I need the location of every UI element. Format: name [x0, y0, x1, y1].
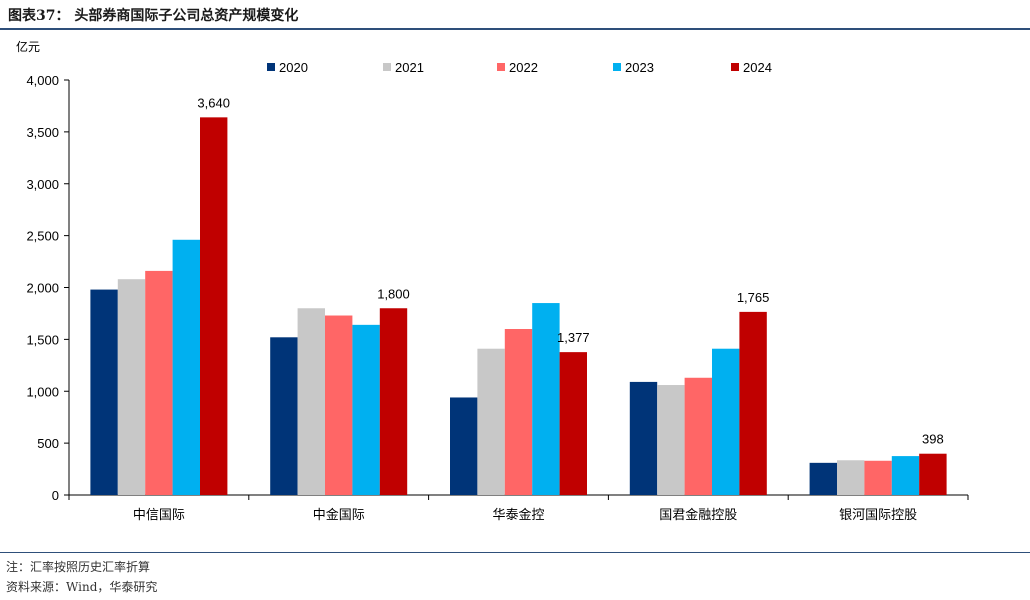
legend-label: 2024 — [743, 60, 772, 75]
bar-2022 — [504, 329, 533, 495]
figure-title: 图表37： 头部券商国际子公司总资产规模变化 — [8, 8, 299, 24]
data-label: 1,800 — [377, 286, 410, 301]
bar-2021 — [297, 308, 325, 495]
x-tick-label: 中信国际 — [133, 507, 185, 522]
legend-item-2020: 2020 — [267, 60, 308, 75]
bar-2021 — [837, 460, 865, 495]
legend-swatch — [267, 63, 275, 71]
data-label: 3,640 — [197, 95, 230, 110]
data-label: 1,765 — [737, 290, 770, 305]
x-tick-label: 国君金融控股 — [659, 507, 737, 522]
y-axis-unit: 亿元 — [16, 39, 40, 54]
title-rule — [0, 28, 1030, 30]
bars — [90, 117, 947, 495]
legend-label: 2023 — [625, 60, 654, 75]
data-labels: 3,640 1,800 1,377 1,765 398 — [197, 95, 943, 446]
legend-label: 2020 — [279, 60, 308, 75]
legend: 2020 2021 2022 2023 2024 — [267, 60, 772, 75]
legend-item-2023: 2023 — [613, 60, 654, 75]
x-axis: 中信国际 中金国际 华泰金控 国君金融控股 银河国际控股 — [68, 494, 969, 522]
y-tick-label: 4,000 — [26, 73, 59, 88]
bar-2021 — [477, 348, 505, 495]
bar-2023 — [891, 456, 920, 495]
x-tick-label: 华泰金控 — [492, 507, 544, 522]
y-tick-label: 1,000 — [26, 384, 59, 399]
y-tick-label: 0 — [52, 488, 59, 503]
bar-2024 — [919, 453, 947, 495]
data-label: 1,377 — [557, 330, 590, 345]
y-tick-label: 500 — [37, 436, 59, 451]
y-tick-label: 3,500 — [26, 125, 59, 140]
bar-2020 — [809, 462, 837, 495]
bar-2023 — [712, 348, 740, 495]
bar-2020 — [629, 381, 658, 495]
bar-2023 — [352, 324, 380, 495]
legend-swatch — [497, 63, 505, 71]
y-axis: 0 500 1,000 1,500 2,000 2,500 3,000 3,500 4,000 亿… — [16, 39, 70, 503]
x-tick-label: 中金国际 — [313, 507, 365, 522]
legend-item-2022: 2022 — [497, 60, 538, 75]
y-tick-label: 1,500 — [26, 332, 59, 347]
legend-swatch — [731, 63, 739, 71]
bar-2023 — [532, 303, 560, 495]
legend-swatch — [613, 63, 621, 71]
legend-label: 2021 — [395, 60, 424, 75]
bar-2022 — [325, 315, 353, 495]
footer-rule — [0, 552, 1030, 553]
x-tick-label: 银河国际控股 — [839, 507, 917, 522]
bar-2022 — [864, 460, 892, 495]
legend-item-2024: 2024 — [731, 60, 772, 75]
footnote: 注：汇率按照历史汇率折算 — [6, 560, 151, 574]
bar-2024 — [739, 311, 767, 495]
bar-chart: 0 500 1,000 1,500 2,000 2,500 3,000 3,500 4,000 亿… — [16, 39, 969, 522]
legend-item-2021: 2021 — [383, 60, 424, 75]
bar-2020 — [90, 289, 118, 495]
bar-2021 — [117, 279, 146, 495]
legend-label: 2022 — [509, 60, 538, 75]
bar-2021 — [657, 385, 685, 495]
bar-2020 — [450, 397, 478, 495]
bar-2024 — [200, 117, 228, 495]
y-tick-label: 3,000 — [26, 177, 59, 192]
bar-2020 — [270, 337, 298, 495]
bar-2024 — [559, 352, 587, 495]
y-tick-label: 2,500 — [26, 229, 59, 244]
source-note: 资料来源：Wind，华泰研究 — [6, 580, 158, 594]
bar-2024 — [379, 308, 408, 495]
y-tick-label: 2,000 — [26, 281, 59, 296]
bar-2022 — [145, 270, 173, 495]
bar-2022 — [684, 377, 712, 495]
data-label: 398 — [922, 432, 944, 447]
legend-swatch — [383, 63, 391, 71]
bar-2023 — [172, 239, 200, 495]
